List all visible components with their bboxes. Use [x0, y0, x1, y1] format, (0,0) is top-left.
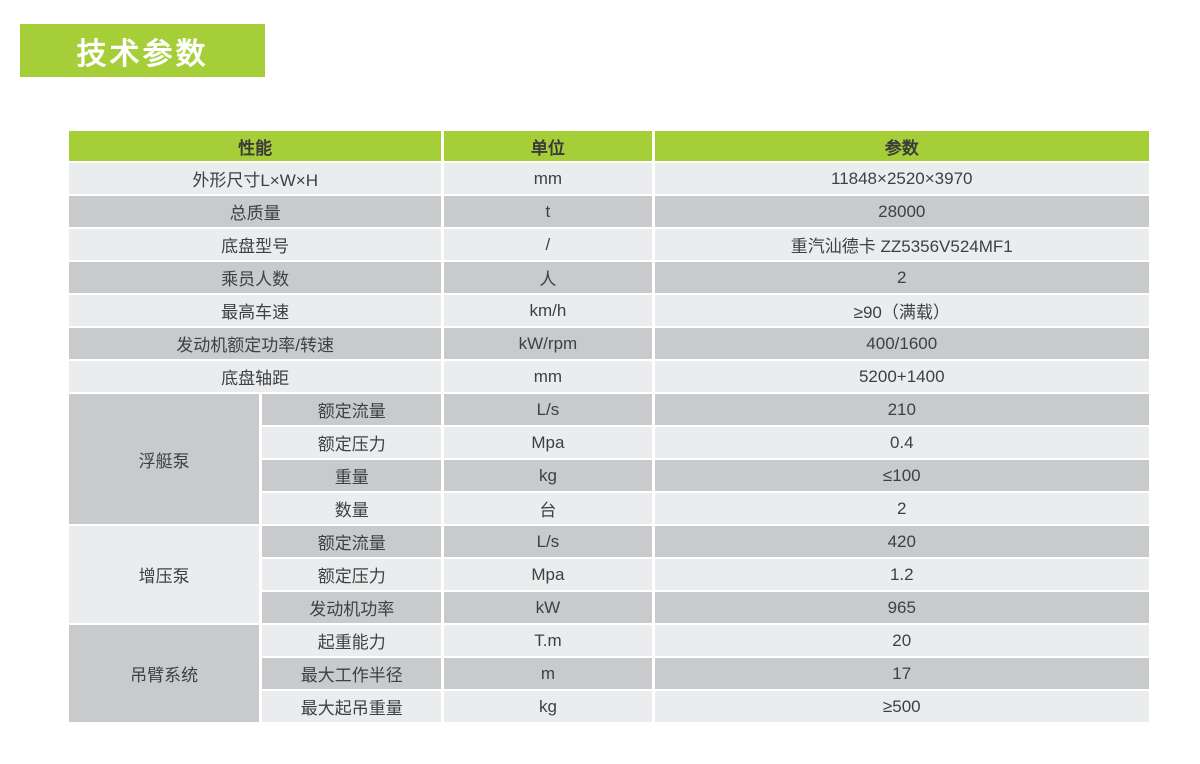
unit-cell: mm — [444, 361, 652, 392]
value-cell: 5200+1400 — [654, 361, 1149, 392]
table-row: 增压泵 额定流量 L/s 420 — [69, 526, 1149, 623]
value-cell: 17 — [654, 658, 1149, 689]
group-cell-booster-pump: 增压泵 — [69, 526, 260, 623]
unit-cell: mm — [444, 163, 652, 194]
unit-cell: 台 — [444, 493, 652, 524]
value-cell: 210 — [654, 394, 1149, 425]
spec-sublabel-cell: 额定流量 — [262, 526, 442, 557]
value-cell: 965 — [654, 592, 1149, 623]
unit-cell: T.m — [444, 625, 652, 656]
spec-sublabel-cell: 数量 — [262, 493, 442, 524]
spec-sublabel-cell: 额定压力 — [262, 559, 442, 590]
unit-cell: 人 — [444, 262, 652, 293]
group-cell-boom-system: 吊臂系统 — [69, 625, 260, 722]
value-cell: 11848×2520×3970 — [654, 163, 1149, 194]
group-cell-float-pump: 浮艇泵 — [69, 394, 260, 524]
header-row: 性能 单位 参数 — [69, 131, 1149, 161]
unit-cell: m — [444, 658, 652, 689]
value-cell: 20 — [654, 625, 1149, 656]
spec-label-cell: 发动机额定功率/转速 — [69, 328, 442, 359]
unit-cell: / — [444, 229, 652, 260]
table-row: 浮艇泵 额定流量 L/s 210 — [69, 394, 1149, 524]
spec-sublabel-cell: 发动机功率 — [262, 592, 442, 623]
value-cell: 2 — [654, 493, 1149, 524]
table-row: 数量 台 2 — [69, 493, 1149, 524]
table-row: 底盘轴距 mm 5200+1400 — [69, 361, 1149, 392]
value-cell: 1.2 — [654, 559, 1149, 590]
table-row: 最高车速 km/h ≥90（满载） — [69, 295, 1149, 326]
value-cell: 28000 — [654, 196, 1149, 227]
value-cell: ≥90（满载） — [654, 295, 1149, 326]
spec-label-cell: 总质量 — [69, 196, 442, 227]
table-row: 重量 kg ≤100 — [69, 460, 1149, 491]
spec-table: 性能 单位 参数 外形尺寸L×W×H mm 11848×2520×3970 总质… — [66, 129, 1152, 724]
spec-label-cell: 外形尺寸L×W×H — [69, 163, 442, 194]
value-cell: 2 — [654, 262, 1149, 293]
unit-cell: kW — [444, 592, 652, 623]
spec-sublabel-cell: 最大工作半径 — [262, 658, 442, 689]
table-row: 乘员人数 人 2 — [69, 262, 1149, 293]
col-header-unit: 单位 — [444, 131, 652, 161]
spec-label-cell: 底盘型号 — [69, 229, 442, 260]
value-cell: 0.4 — [654, 427, 1149, 458]
section-title: 技术参数 — [76, 37, 209, 71]
table-row: 底盘型号 / 重汽汕德卡 ZZ5356V524MF1 — [69, 229, 1149, 260]
unit-cell: L/s — [444, 526, 652, 557]
unit-cell: kW/rpm — [444, 328, 652, 359]
value-cell: ≥500 — [654, 691, 1149, 722]
value-cell: 重汽汕德卡 ZZ5356V524MF1 — [654, 229, 1149, 260]
section-title-badge: 技术参数 — [20, 24, 265, 77]
table-row: 发动机额定功率/转速 kW/rpm 400/1600 — [69, 328, 1149, 359]
spec-sublabel-cell: 额定流量 — [262, 394, 442, 425]
table-row: 发动机功率 kW 965 — [69, 592, 1149, 623]
table-row: 外形尺寸L×W×H mm 11848×2520×3970 — [69, 163, 1149, 194]
unit-cell: Mpa — [444, 559, 652, 590]
table-row: 额定压力 Mpa 1.2 — [69, 559, 1149, 590]
unit-cell: L/s — [444, 394, 652, 425]
table-row: 吊臂系统 起重能力 T.m 20 — [69, 625, 1149, 722]
value-cell: ≤100 — [654, 460, 1149, 491]
unit-cell: km/h — [444, 295, 652, 326]
spec-sublabel-cell: 额定压力 — [262, 427, 442, 458]
unit-cell: kg — [444, 460, 652, 491]
unit-cell: Mpa — [444, 427, 652, 458]
col-header-performance: 性能 — [69, 131, 442, 161]
table-row: 额定压力 Mpa 0.4 — [69, 427, 1149, 458]
table-row: 总质量 t 28000 — [69, 196, 1149, 227]
col-header-value: 参数 — [654, 131, 1149, 161]
unit-cell: t — [444, 196, 652, 227]
spec-sublabel-cell: 起重能力 — [262, 625, 442, 656]
spec-sublabel-cell: 重量 — [262, 460, 442, 491]
spec-label-cell: 底盘轴距 — [69, 361, 442, 392]
value-cell: 400/1600 — [654, 328, 1149, 359]
table-row: 最大起吊重量 kg ≥500 — [69, 691, 1149, 722]
spec-label-cell: 乘员人数 — [69, 262, 442, 293]
table-row: 最大工作半径 m 17 — [69, 658, 1149, 689]
spec-label-cell: 最高车速 — [69, 295, 442, 326]
unit-cell: kg — [444, 691, 652, 722]
spec-sublabel-cell: 最大起吊重量 — [262, 691, 442, 722]
value-cell: 420 — [654, 526, 1149, 557]
